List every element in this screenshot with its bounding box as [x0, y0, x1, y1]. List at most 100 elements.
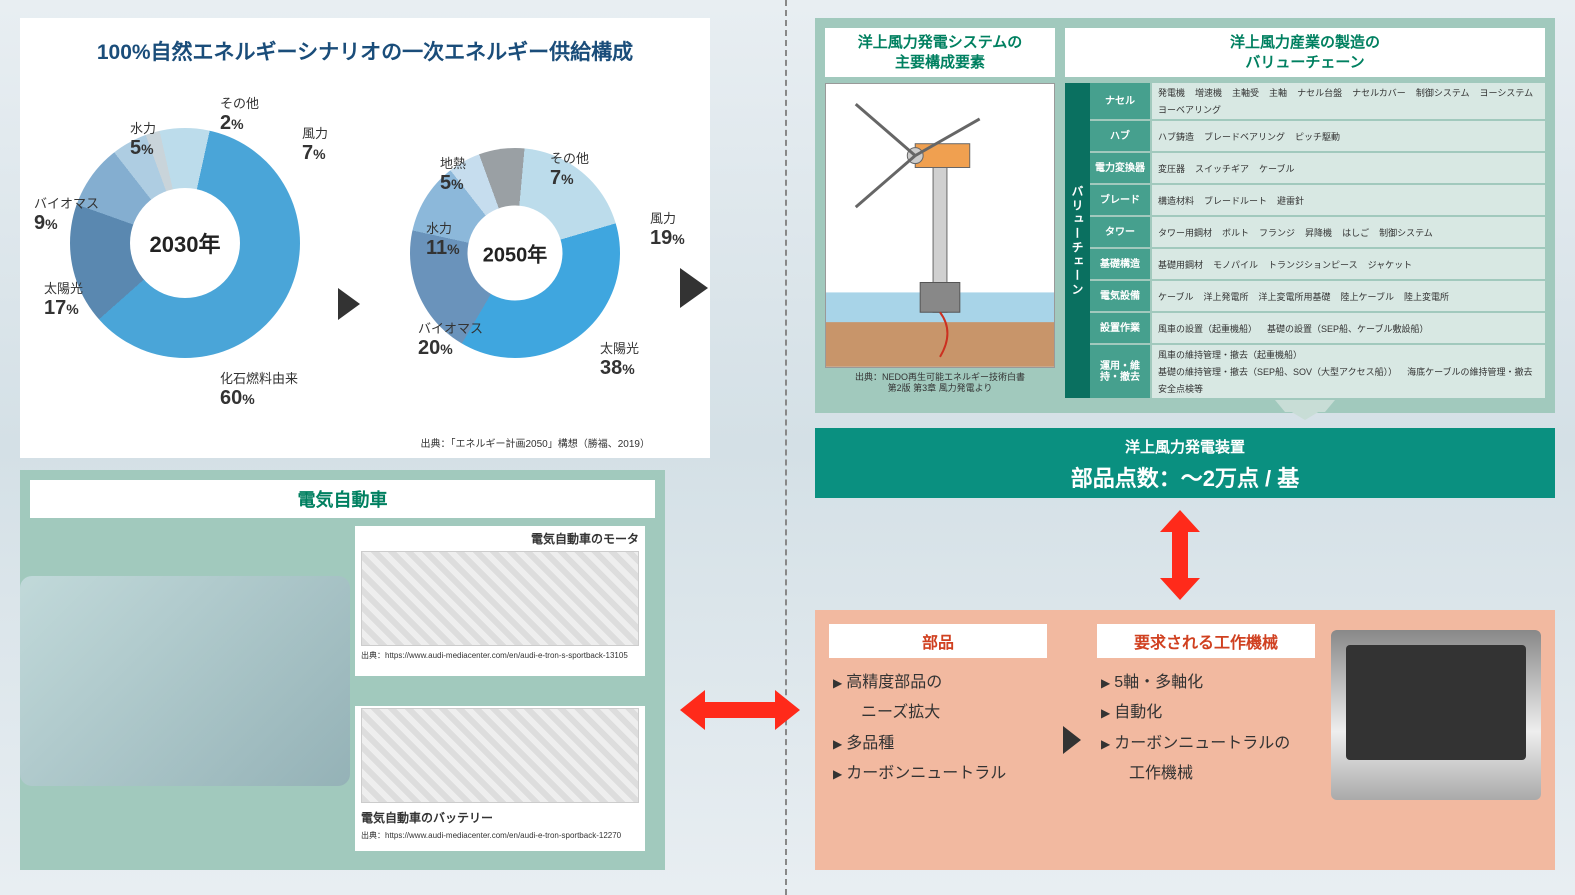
ev-panel: 電気自動車 電気自動車のモータ 出典：https://www.audi-medi…: [20, 470, 665, 870]
vc-item: ブレードベアリング: [1204, 130, 1285, 143]
red-arrow-vertical-icon: [1160, 510, 1200, 600]
ev-battery-box: 電気自動車のバッテリー 出典：https://www.audi-mediacen…: [355, 706, 645, 851]
parts-banner-line1: 洋上風力発電装置: [815, 436, 1555, 457]
list-item: カーボンニュートラル: [833, 759, 1043, 789]
vc-item: 主軸受: [1232, 86, 1259, 99]
vc-item: トランジションピース: [1268, 258, 1358, 271]
ev-battery-source: 出典：https://www.audi-mediacenter.com/en/a…: [355, 828, 645, 843]
vc-item: ナセルカバー: [1352, 86, 1406, 99]
vc-row: 電力変換器変圧器スイッチギアケーブル: [1090, 153, 1545, 183]
vc-item: モノパイル: [1213, 258, 1258, 271]
vc-item: 発電機: [1158, 86, 1185, 99]
mc-head: 要求される工作機械: [1097, 624, 1315, 658]
vc-item: 制御システム: [1416, 86, 1470, 99]
vc-items: ハブ鋳造ブレードベアリングピッチ駆動: [1152, 121, 1545, 151]
page-divider: [785, 0, 787, 895]
slice-label: 太陽光38%: [600, 338, 639, 380]
slice-label: 地熱5%: [440, 153, 466, 195]
slice-label: バイオマス9%: [34, 193, 99, 235]
parts-banner-line2: 部品点数：～2万点 / 基: [815, 457, 1555, 493]
vc-item: ピッチ駆動: [1295, 130, 1340, 143]
vc-items: ケーブル洋上発電所洋上変電所用基礎陸上ケーブル陸上変電所: [1152, 281, 1545, 311]
vc-category: ハブ: [1090, 121, 1150, 151]
parts-machine-panel: 部品 高精度部品のニーズ拡大多品種カーボンニュートラル 要求される工作機械 5軸…: [815, 610, 1555, 870]
slice-label: 太陽光17%: [44, 278, 83, 320]
vc-row: 運用・維持・撤去風車の維持管理・撤去（起重機船） 基礎の維持管理・撤去（SEP船、…: [1090, 345, 1545, 398]
vc-item: 避雷針: [1277, 194, 1304, 207]
parts-head: 部品: [829, 624, 1047, 658]
list-item: 自動化: [1101, 698, 1311, 728]
ev-title: 電気自動車: [30, 480, 655, 518]
vc-row: 電気設備ケーブル洋上発電所洋上変電所用基礎陸上ケーブル陸上変電所: [1090, 281, 1545, 311]
slice-label: その他7%: [550, 148, 589, 190]
ev-car-image: [20, 576, 350, 786]
vc-category: 電気設備: [1090, 281, 1150, 311]
vc-category: タワー: [1090, 217, 1150, 247]
vc-item: ケーブル: [1158, 290, 1193, 303]
vc-item: ヨーシステム: [1480, 86, 1534, 99]
list-item: ニーズ拡大: [833, 698, 1043, 728]
ev-motor-box: 電気自動車のモータ 出典：https://www.audi-mediacente…: [355, 526, 645, 676]
vc-item: 構造材料: [1158, 194, 1194, 207]
vc-item: ケーブル: [1259, 162, 1294, 175]
turbine-source: 出典：NEDO再生可能エネルギー技術白書第2版 第3章 風力発電より: [825, 368, 1055, 394]
ev-motor-source: 出典：https://www.audi-mediacenter.com/en/a…: [355, 648, 645, 663]
vc-category: ナセル: [1090, 83, 1150, 119]
parts-column: 部品 高精度部品のニーズ拡大多品種カーボンニュートラル: [829, 624, 1047, 856]
vc-item: ボルト: [1222, 226, 1249, 239]
vc-spine: バリューチェーン: [1065, 83, 1090, 398]
ev-battery-image: [361, 708, 639, 803]
ev-battery-label: 電気自動車のバッテリー: [355, 805, 645, 828]
vc-category: 設置作業: [1090, 313, 1150, 343]
vc-category: ブレード: [1090, 185, 1150, 215]
vc-item: 制御システム: [1379, 226, 1433, 239]
vc-items: 基礎用鋼材モノパイルトランジションピースジャケット: [1152, 249, 1545, 279]
slice-label: バイオマス20%: [418, 318, 483, 360]
vc-item: 安全点検等: [1158, 382, 1203, 395]
parts-count-banner: 洋上風力発電装置 部品点数：～2万点 / 基: [815, 428, 1555, 498]
vc-item: 変圧器: [1158, 162, 1185, 175]
slice-label: 風力7%: [302, 123, 328, 165]
charts-title: 100%自然エネルギーシナリオの一次エネルギー供給構成: [20, 18, 710, 74]
vc-item: ハブ鋳造: [1158, 130, 1194, 143]
vc-row: 設置作業風車の設置（起重機船）基礎の設置（SEP船、ケーブル敷設船）: [1090, 313, 1545, 343]
vc-down-arrow-icon: [1065, 398, 1545, 425]
donut-2030-center: 2030年: [130, 188, 240, 298]
red-arrow-horizontal-icon: [680, 690, 800, 730]
pm-arrow-icon: [1063, 726, 1081, 754]
vc-item: 基礎の維持管理・撤去（SEP船、SOV（大型アクセス船））: [1158, 365, 1397, 378]
vc-item: スイッチギア: [1195, 162, 1249, 175]
vc-items: 風車の維持管理・撤去（起重機船） 基礎の維持管理・撤去（SEP船、SOV（大型アク…: [1152, 345, 1545, 398]
vc-item: 風車の維持管理・撤去（起重機船）: [1158, 348, 1302, 361]
vc-item: 昇降機: [1305, 226, 1332, 239]
vc-item: 基礎の設置（SEP船、ケーブル敷設船）: [1267, 322, 1428, 335]
ev-motor-label: 電気自動車のモータ: [355, 526, 645, 549]
vc-row: ブレード構造材料ブレードルート避雷針: [1090, 185, 1545, 215]
vc-category: 基礎構造: [1090, 249, 1150, 279]
vc-category: 運用・維持・撤去: [1090, 345, 1150, 398]
vc-items: 構造材料ブレードルート避雷針: [1152, 185, 1545, 215]
list-item: 5軸・多軸化: [1101, 668, 1311, 698]
list-item: 高精度部品の: [833, 668, 1043, 698]
vc-category: 電力変換器: [1090, 153, 1150, 183]
vc-item: ナセル台盤: [1297, 86, 1342, 99]
ev-motor-image: [361, 551, 639, 646]
machine-tool-image: [1331, 630, 1541, 800]
vc-item: 陸上変電所: [1404, 290, 1449, 303]
vc-item: フランジ: [1259, 226, 1295, 239]
vc-item: ジャケット: [1368, 258, 1413, 271]
vc-item: 主軸: [1269, 86, 1287, 99]
slice-label: 化石燃料由来60%: [220, 368, 298, 410]
donut-2030: 2030年: [70, 128, 300, 358]
charts-source: 出典：「エネルギー計画2050」構想（勝福、2019）: [421, 435, 651, 450]
wind-right-head: 洋上風力産業の製造のバリューチェーン: [1065, 28, 1545, 77]
vc-item: タワー用鋼材: [1158, 226, 1212, 239]
slice-label: 風力19%: [650, 208, 685, 250]
energy-charts-panel: 100%自然エネルギーシナリオの一次エネルギー供給構成 2030年 その他2%風…: [20, 18, 710, 458]
vc-items: タワー用鋼材ボルトフランジ昇降機はしご制御システム: [1152, 217, 1545, 247]
vc-items: 変圧器スイッチギアケーブル: [1152, 153, 1545, 183]
donut-2050-center: 2050年: [468, 206, 563, 301]
vc-row: ハブハブ鋳造ブレードベアリングピッチ駆動: [1090, 121, 1545, 151]
vc-items: 発電機増速機主軸受主軸ナセル台盤ナセルカバー制御システムヨーシステムヨーベアリン…: [1152, 83, 1545, 119]
list-item: 多品種: [833, 729, 1043, 759]
